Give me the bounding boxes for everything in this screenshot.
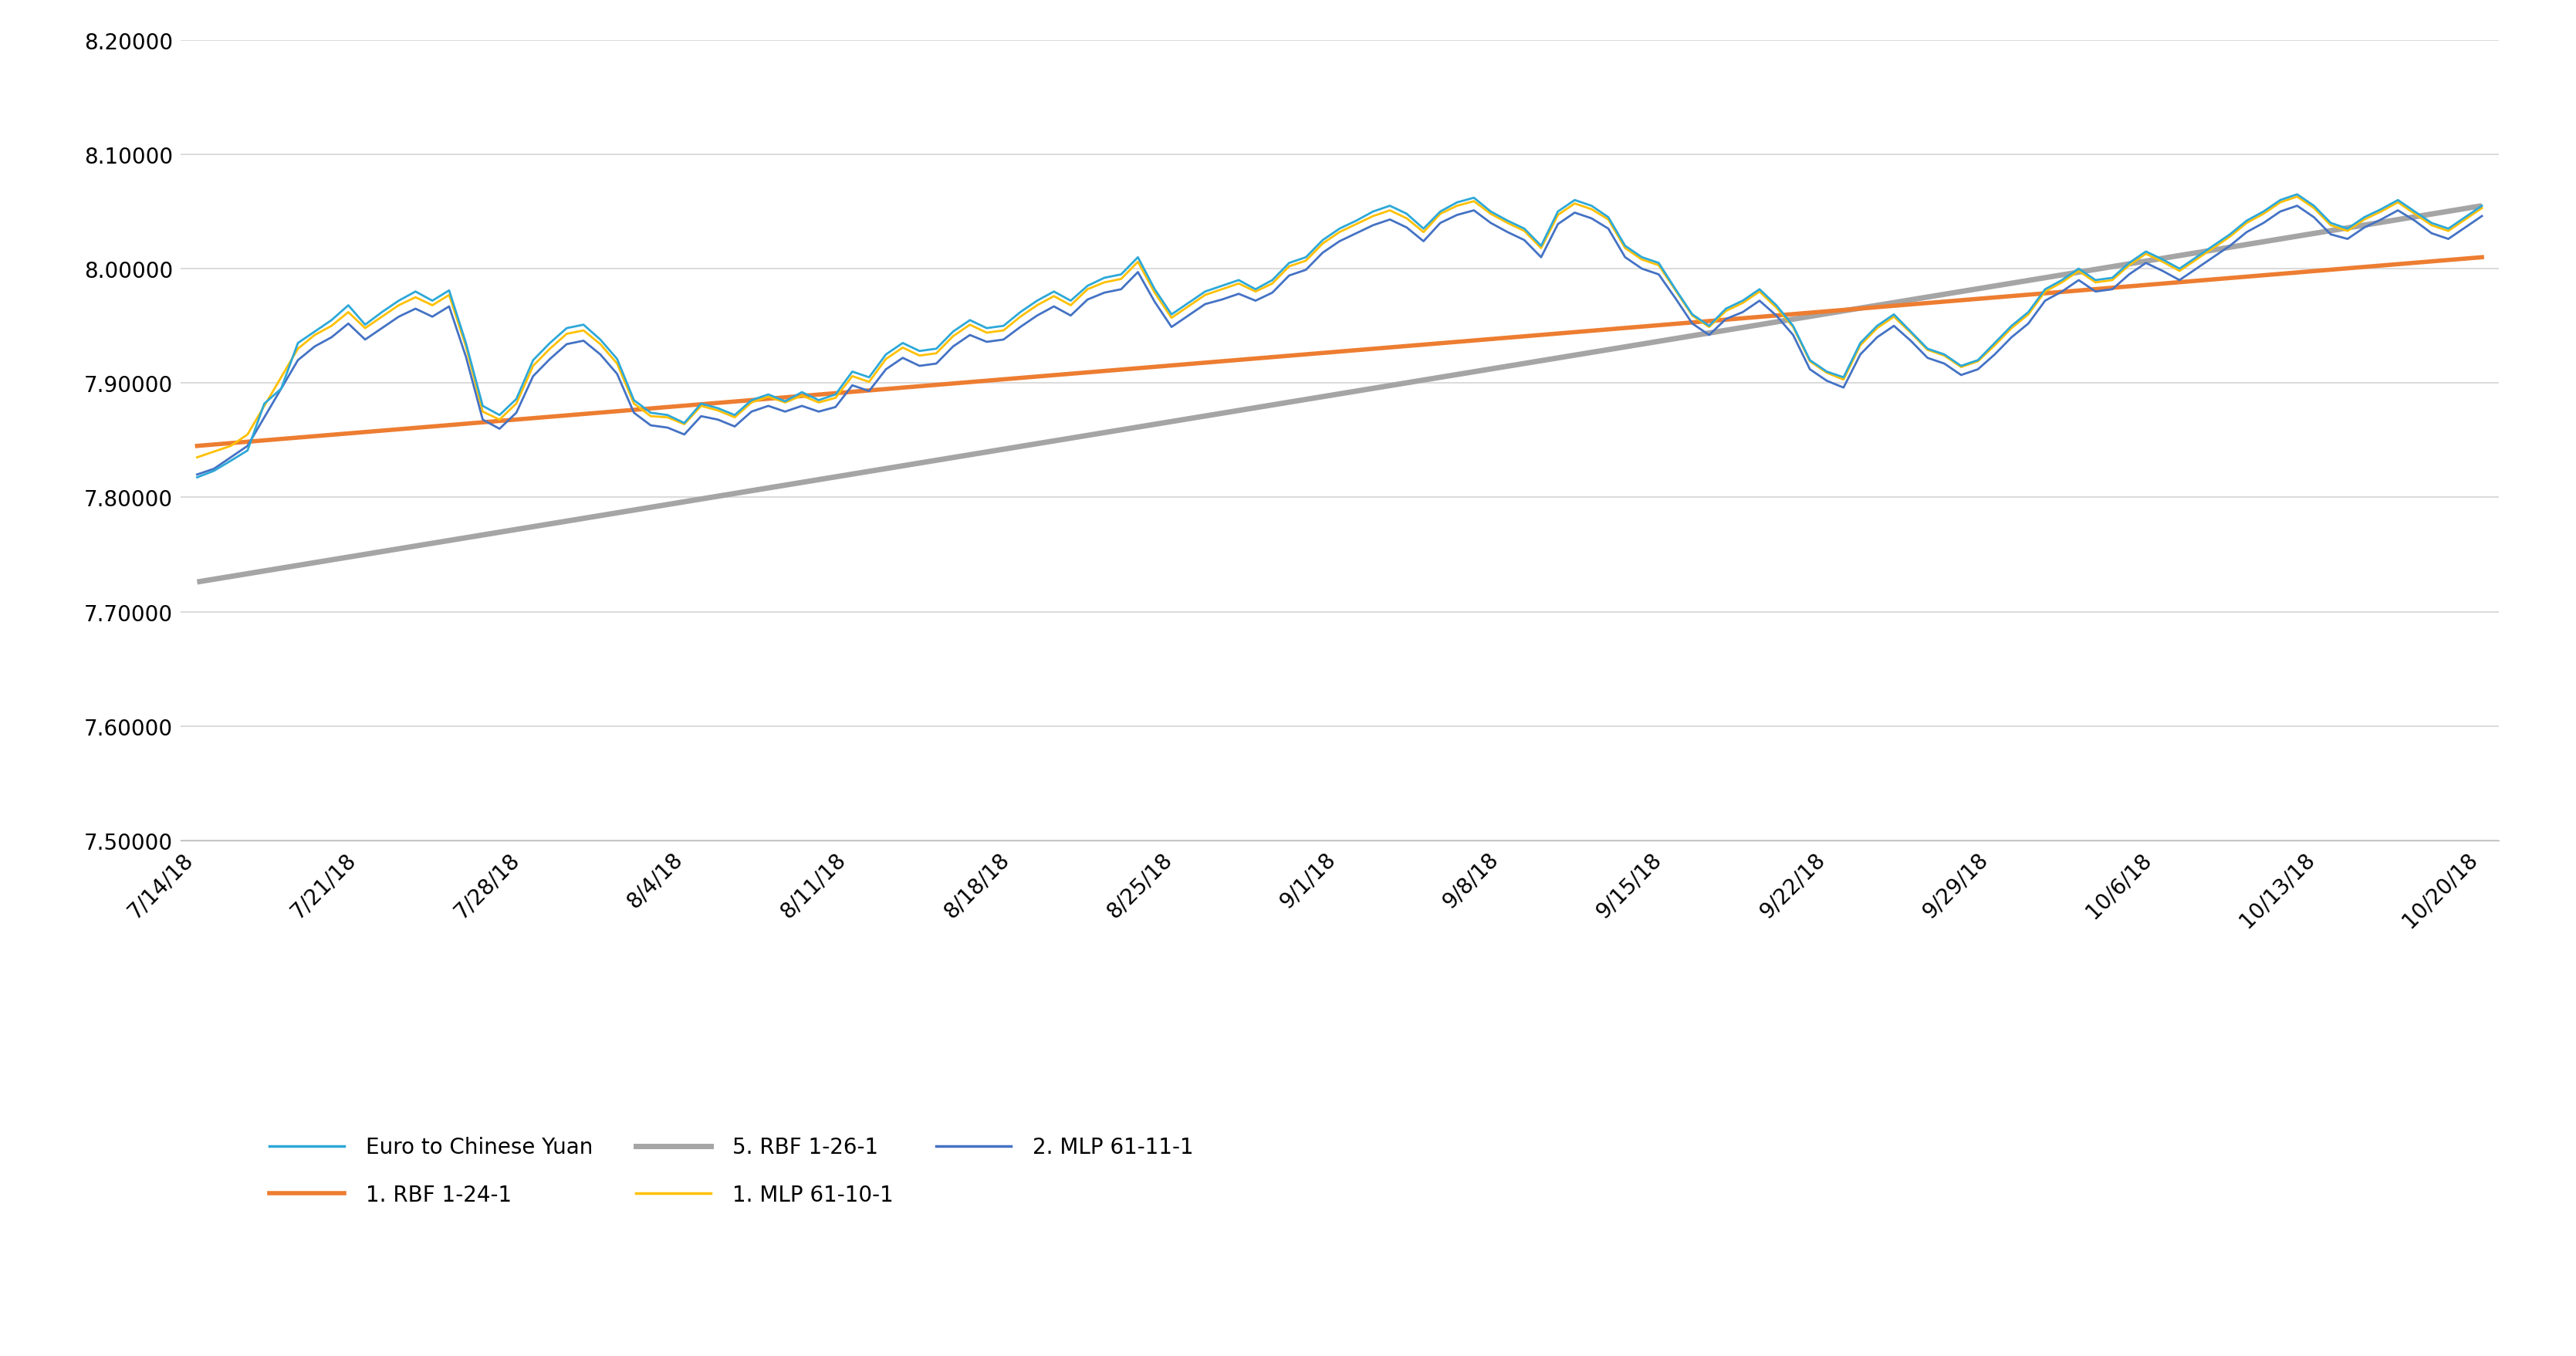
Legend: Euro to Chinese Yuan, 1. RBF 1-24-1, 5. RBF 1-26-1, 1. MLP 61-10-1, 2. MLP 61-11: Euro to Chinese Yuan, 1. RBF 1-24-1, 5. … [260, 1128, 1203, 1214]
